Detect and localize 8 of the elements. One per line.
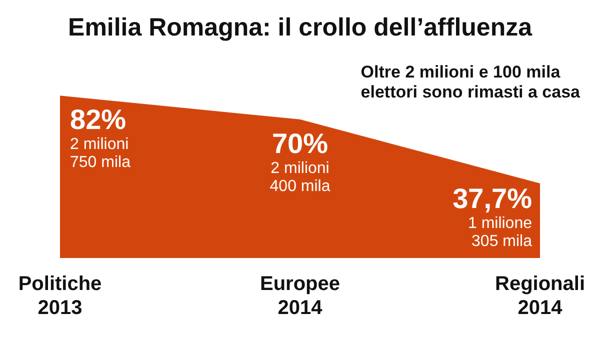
chart-title: Emilia Romagna: il crollo dell’affluenza — [68, 14, 534, 42]
x-tick-label: Regionali 2014 — [494, 273, 586, 319]
annotation: Oltre 2 milioni e 100 mila elettori sono rimasti a casa — [360, 62, 581, 102]
x-tick-label: Politiche 2013 — [18, 273, 102, 319]
x-tick-label: Europee 2014 — [260, 273, 340, 319]
data-label: 37,7% 1 milione 305 mila — [452, 182, 532, 250]
data-label: 82% 2 milioni 750 mila — [70, 104, 131, 172]
data-label: 70% 2 milioni 400 mila — [270, 128, 330, 195]
